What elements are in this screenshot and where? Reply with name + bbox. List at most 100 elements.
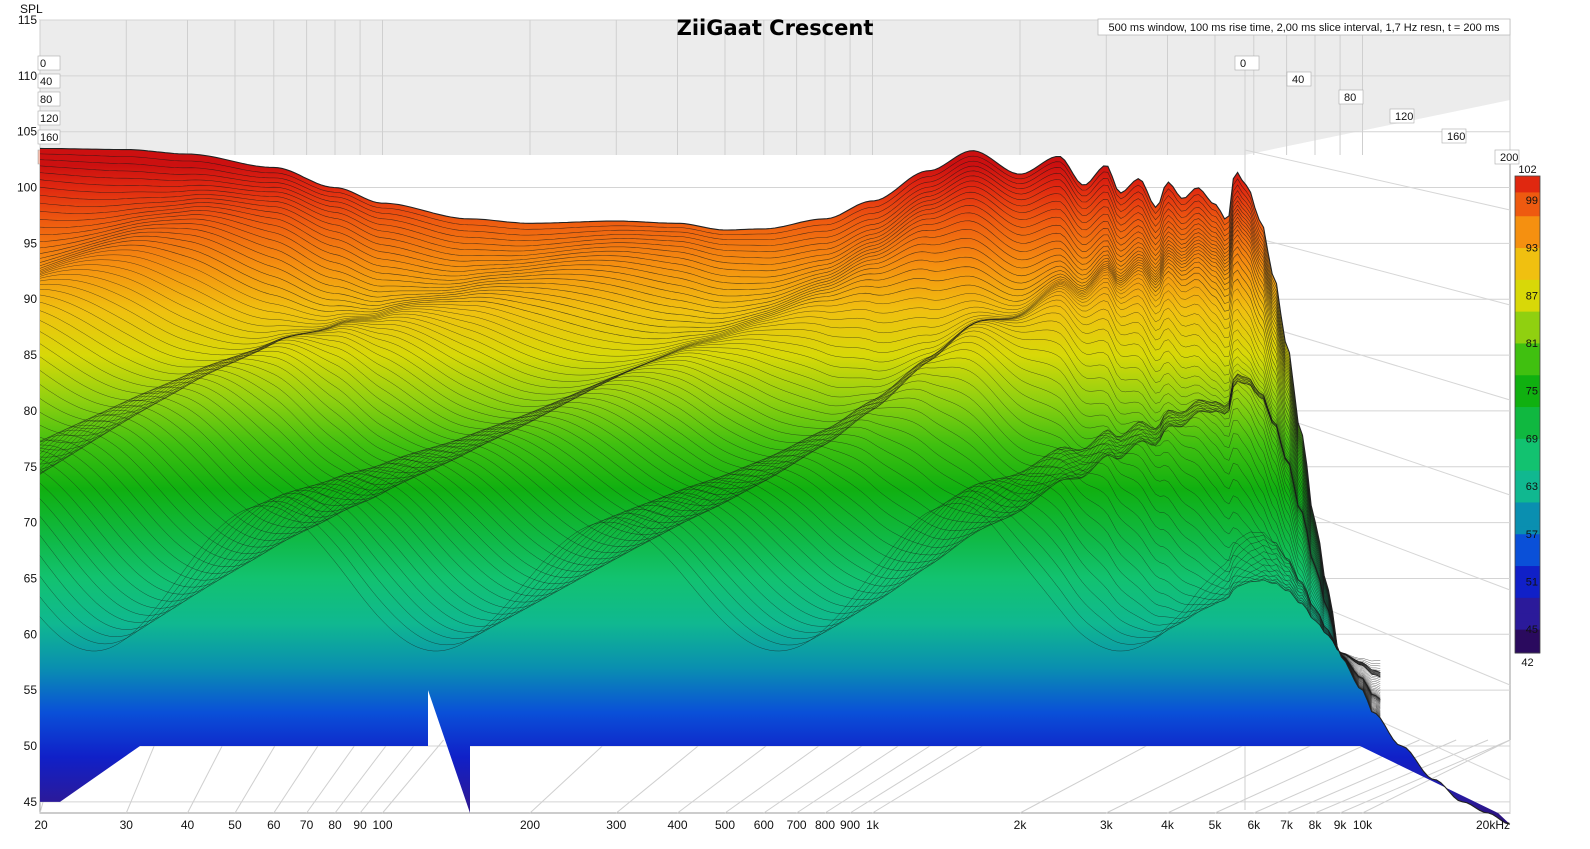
decay-slice-line [39,227,1381,705]
colorbar-segment [1515,414,1540,423]
decay-slice-line [39,218,1381,707]
info-box: 500 ms window, 100 ms rise time, 2,00 ms… [1097,18,1511,36]
decay-slice-line [39,244,1381,702]
time-tick-box [1494,149,1520,165]
colorbar-segment [1515,183,1540,193]
decay-slice-line [39,444,1381,678]
decay-slice-line [39,490,1381,667]
x-tick-label: 900 [840,818,860,832]
x-tick-label: 20 [34,818,48,832]
colorbar-segment [1515,271,1540,280]
y-tick-label: 110 [18,69,37,83]
x-tick-label: 100 [372,818,392,832]
colorbar-label: 99 [1526,195,1538,207]
time-tick-box [1389,108,1415,124]
y-tick-label: 85 [24,348,38,362]
colorbar-segment [1515,573,1540,582]
y-tick-label: 65 [24,571,38,585]
decay-slice-line [40,214,1381,708]
decay-slice-line [39,415,1381,674]
colorbar-segment [1515,621,1540,630]
colorbar-segment [1515,342,1540,352]
time-tick-left: 0 [37,55,61,71]
colorbar-segment [1515,454,1540,463]
decay-slice-line [39,496,1381,664]
y-tick-label: 105 [17,125,37,139]
x-tick-label: 60 [267,818,281,832]
colorbar-segment [1515,501,1540,511]
colorbar-segment [1515,263,1540,272]
colorbar-segment [1515,374,1540,384]
colorbar-segment [1515,645,1540,654]
decay-slice-line [39,473,1381,676]
decay-slice-line [39,170,1381,716]
time-tick-label: 80 [1344,92,1356,104]
time-tick-right: 120 [1389,108,1415,124]
decay-slice-line [39,153,1381,718]
colorbar: 102 99 93 87 81 75 69 63 57 51 45 42 [1514,164,1541,669]
floor-gridline [763,739,871,814]
y-tick-label: 70 [24,516,38,530]
y-tick-label: 50 [24,739,38,753]
colorbar-label: 93 [1526,243,1538,255]
colorbar-segment [1515,597,1540,606]
decay-slice-line [39,274,1381,700]
colorbar-segment [1515,438,1540,447]
colorbar-segment [1515,613,1540,622]
x-tick-label: 80 [328,818,342,832]
x-tick-label: 8k [1309,818,1323,832]
depth-gridline [1244,319,1511,401]
colorbar-segment [1515,223,1540,233]
decay-slice-line [39,465,1381,677]
decay-slice-line [39,186,1381,713]
decay-slice-line [39,301,1381,699]
floor-gridline [1214,739,1377,814]
time-tick-box [1234,55,1260,71]
colorbar-segment [1515,541,1540,551]
floor-gridline [724,739,828,814]
decay-slice-line [39,357,1381,684]
colorbar-segment [1515,176,1540,185]
time-tick-left: 160 [37,129,61,145]
decay-slice-line [39,480,1381,673]
decay-slice-line [39,191,1381,712]
decay-slice-line [39,254,1381,701]
decay-slice-line [39,175,1381,715]
decay-slice-line [39,342,1381,688]
colorbar-label: 87 [1526,290,1538,302]
decay-slice-line [39,503,1381,662]
floor-gridline [1106,739,1255,814]
x-tick-label: 4k [1161,818,1175,832]
time-tick-left: 40 [37,73,61,89]
x-tick-label: 300 [606,818,626,832]
x-tick-label: 30 [120,818,134,832]
colorbar-segment [1515,398,1540,408]
time-tick-label: 80 [40,94,52,106]
x-tick-label: 9k [1334,818,1348,832]
decay-slice-line [39,330,1381,692]
colorbar-segment [1515,350,1540,360]
colorbar-segment [1515,247,1540,256]
decay-slice-line [39,235,1381,703]
floor-gridline [187,739,226,814]
decay-slice-line [39,320,1381,697]
x-tick-label: 40 [181,818,195,832]
decay-slice-line [39,410,1381,674]
colorbar-segment [1515,231,1540,241]
time-tick-box [1338,89,1364,105]
time-tick-box [37,73,61,89]
colorbar-label: 63 [1526,481,1538,493]
time-tick-box [1441,128,1467,144]
time-tick-right: 0 [1234,55,1260,71]
decay-slice-line [39,249,1381,701]
colorbar-label: 81 [1526,338,1538,350]
decay-slice-line [39,223,1381,705]
colorbar-segment [1515,446,1540,455]
decay-slice-line [39,278,1381,700]
y-tick-label: 90 [24,292,38,306]
decay-slice-line [39,259,1381,701]
colorbar-label: 69 [1526,433,1538,445]
colorbar-segment [1515,470,1540,479]
x-tick-label: 1k [866,818,880,832]
colorbar-segment [1515,382,1540,392]
